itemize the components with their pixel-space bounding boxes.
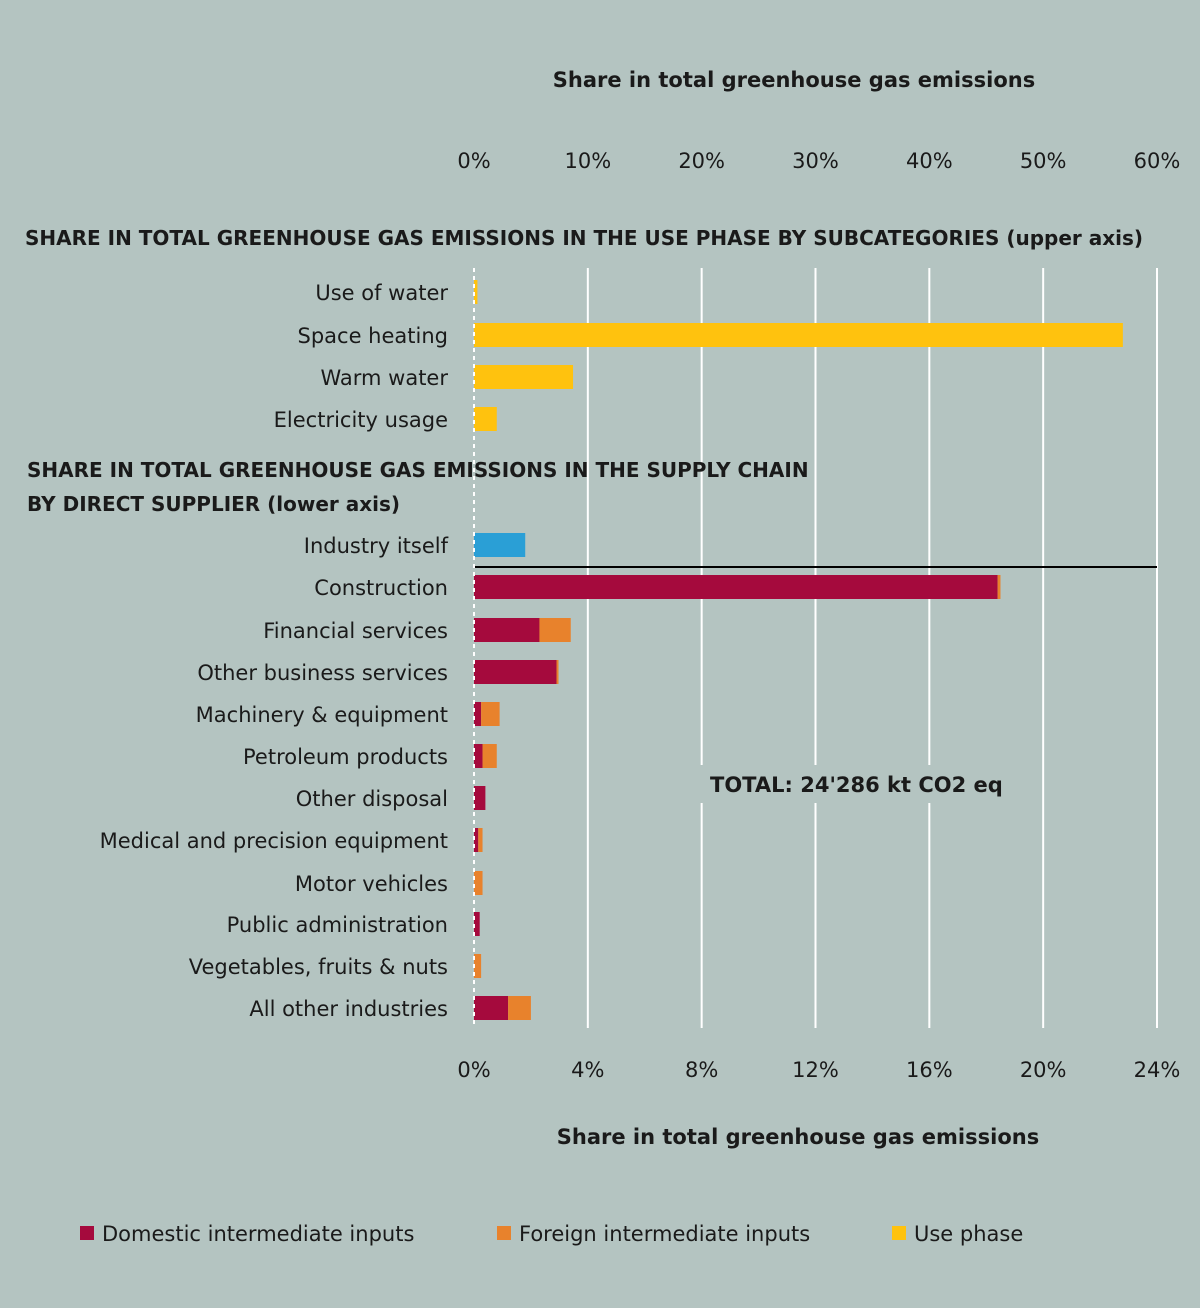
category-label-all-other-industries: All other industries [249,997,448,1021]
use-phase-section-title: SHARE IN TOTAL GREENHOUSE GAS EMISSIONS … [25,226,1143,250]
category-label-industry-itself: Industry itself [304,534,449,558]
legend-swatch-domestic [80,1226,94,1240]
category-label-medical-and-precision-equipment: Medical and precision equipment [100,829,448,853]
legend: Domestic intermediate inputs Foreign inte… [80,1222,1023,1246]
category-label-vegetables-fruits-nuts: Vegetables, fruits & nuts [189,955,448,979]
upper-axis-tick-label: 30% [792,149,839,173]
lower-axis-tick-label: 20% [1020,1058,1067,1082]
bar-space-heating-use_phase [474,323,1123,347]
bars [474,280,1123,1020]
category-label-other-disposal: Other disposal [296,787,448,811]
legend-label-domestic: Domestic intermediate inputs [102,1222,414,1246]
category-label-financial-services: Financial services [263,619,448,643]
bar-public-administration-domestic [474,912,480,936]
lower-axis-tick-label: 24% [1134,1058,1181,1082]
bar-all-other-industries-foreign [508,996,531,1020]
bar-construction-foreign [997,575,1001,599]
supply-chain-category-labels: Industry itself Construction Financial ser… [100,534,449,1021]
category-label-warm-water: Warm water [320,366,448,390]
category-label-space-heating: Space heating [298,324,448,348]
bar-machinery-equipment-domestic [474,702,482,726]
bar-all-other-industries-domestic [474,996,509,1020]
lower-axis-title: Share in total greenhouse gas emissions [557,1125,1039,1149]
lower-axis-tick-label: 8% [685,1058,718,1082]
upper-axis-tick-label: 40% [906,149,953,173]
upper-axis-tick-label: 0% [457,149,490,173]
bar-other-business-services-foreign [556,660,559,684]
bar-petroleum-products-domestic [474,744,483,768]
lower-axis-tick-label: 4% [571,1058,604,1082]
upper-axis-title: Share in total greenhouse gas emissions [553,68,1035,92]
category-label-machinery-equipment: Machinery & equipment [196,703,448,727]
total-annotation: TOTAL: 24'286 kt CO2 eq [710,773,1003,797]
bar-financial-services-domestic [474,618,540,642]
bar-financial-services-foreign [539,618,571,642]
bar-medical-and-precision-equipment-domestic [474,828,479,852]
category-label-electricity-usage: Electricity usage [274,408,448,432]
bar-medical-and-precision-equipment-foreign [478,828,483,852]
category-label-petroleum-products: Petroleum products [243,745,448,769]
bar-vegetables-fruits-nuts-foreign [474,954,482,978]
legend-swatch-use_phase [892,1226,906,1240]
annotation-background [700,765,1010,803]
category-label-use-of-water: Use of water [315,281,448,305]
category-label-other-business-services: Other business services [197,661,448,685]
bar-construction-domestic [474,575,998,599]
bar-petroleum-products-foreign [482,744,497,768]
upper-axis-ticks: 0% 10% 20% 30% 40% 50% 60% [457,149,1180,173]
upper-axis-tick-label: 10% [564,149,611,173]
use-phase-category-labels: Use of water Space heating Warm water Elect… [274,281,449,432]
category-label-motor-vehicles: Motor vehicles [295,872,448,896]
bar-electricity-usage-use_phase [474,407,497,431]
bar-machinery-equipment-foreign [481,702,500,726]
bar-industry-itself-industry [474,533,526,557]
bar-other-business-services-domestic [474,660,557,684]
supply-chain-section-title-line-2: BY DIRECT SUPPLIER (lower axis) [27,492,400,516]
legend-label-foreign: Foreign intermediate inputs [519,1222,810,1246]
lower-axis-tick-label: 16% [906,1058,953,1082]
legend-swatch-foreign [497,1226,511,1240]
category-label-public-administration: Public administration [227,913,448,937]
category-label-construction: Construction [314,576,448,600]
lower-axis-tick-label: 12% [792,1058,839,1082]
bar-other-disposal-domestic [474,786,486,810]
bar-use-of-water-use_phase [474,280,478,304]
gridlines [586,268,1158,1028]
legend-label-use_phase: Use phase [914,1222,1023,1246]
bar-motor-vehicles-foreign [474,871,483,895]
upper-axis-tick-label: 20% [678,149,725,173]
supply-chain-section-title-line-1: SHARE IN TOTAL GREENHOUSE GAS EMISSIONS … [27,458,809,482]
upper-axis-tick-label: 50% [1020,149,1067,173]
bar-warm-water-use_phase [474,365,574,389]
upper-axis-tick-label: 60% [1134,149,1181,173]
lower-axis-tick-label: 0% [457,1058,490,1082]
lower-axis-ticks: 0% 4% 8% 12% 16% 20% 24% [457,1058,1180,1082]
